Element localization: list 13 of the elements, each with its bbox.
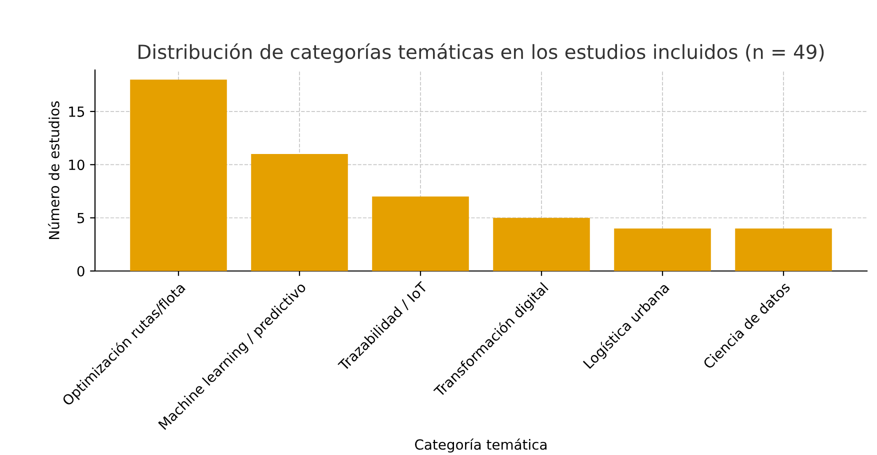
bar [614, 228, 711, 271]
chart-title: Distribución de categorías temáticas en los estudios incluidos (n = 49) [138, 43, 824, 63]
bar [735, 228, 832, 271]
y-tick-label: 15 [69, 106, 84, 117]
y-axis-title: Número de estudios [48, 101, 60, 240]
bar [372, 196, 469, 271]
bar [130, 80, 227, 271]
y-tick-label: 10 [69, 160, 84, 170]
y-tick-label: 0 [77, 266, 84, 276]
bar [493, 218, 590, 271]
x-axis-title: Categoría temática [415, 438, 546, 452]
y-tick-label: 5 [78, 212, 84, 224]
bar [251, 154, 348, 271]
